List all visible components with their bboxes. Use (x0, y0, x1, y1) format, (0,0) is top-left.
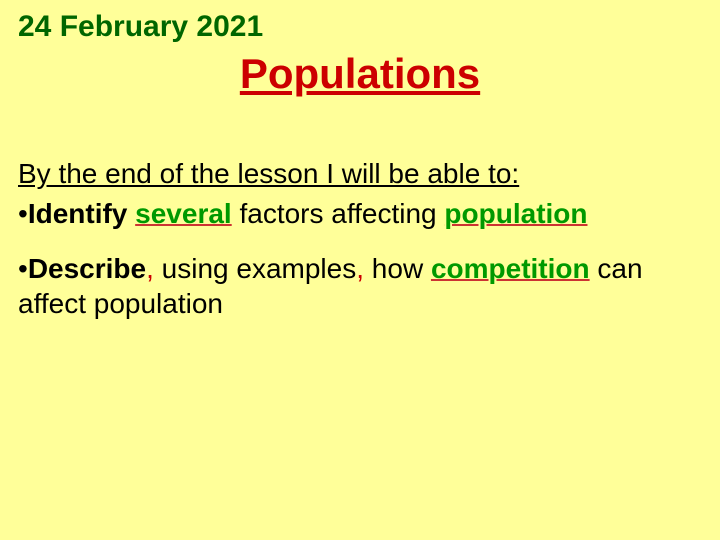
bullet-2: •Describe, using examples, how competiti… (18, 251, 702, 321)
word-population: population (444, 198, 587, 229)
word-identify: Identify (28, 198, 128, 229)
slide-title: Populations (98, 50, 622, 98)
word-competition: competition (431, 253, 590, 284)
bullet2-part2: how (364, 253, 431, 284)
objectives-heading: By the end of the lesson I will be able … (18, 158, 702, 190)
comma: , (146, 253, 154, 284)
slide-date: 24 February 2021 (18, 10, 702, 44)
word-describe: Describe (28, 253, 146, 284)
comma: , (356, 253, 364, 284)
word-several: several (135, 198, 232, 229)
bullet-dot: • (18, 198, 28, 229)
bullet-dot: • (18, 253, 28, 284)
bullet1-middle: factors affecting (232, 198, 445, 229)
bullet2-part1: using examples (154, 253, 356, 284)
bullet-1: •Identify several factors affecting popu… (18, 196, 702, 231)
space (127, 198, 135, 229)
